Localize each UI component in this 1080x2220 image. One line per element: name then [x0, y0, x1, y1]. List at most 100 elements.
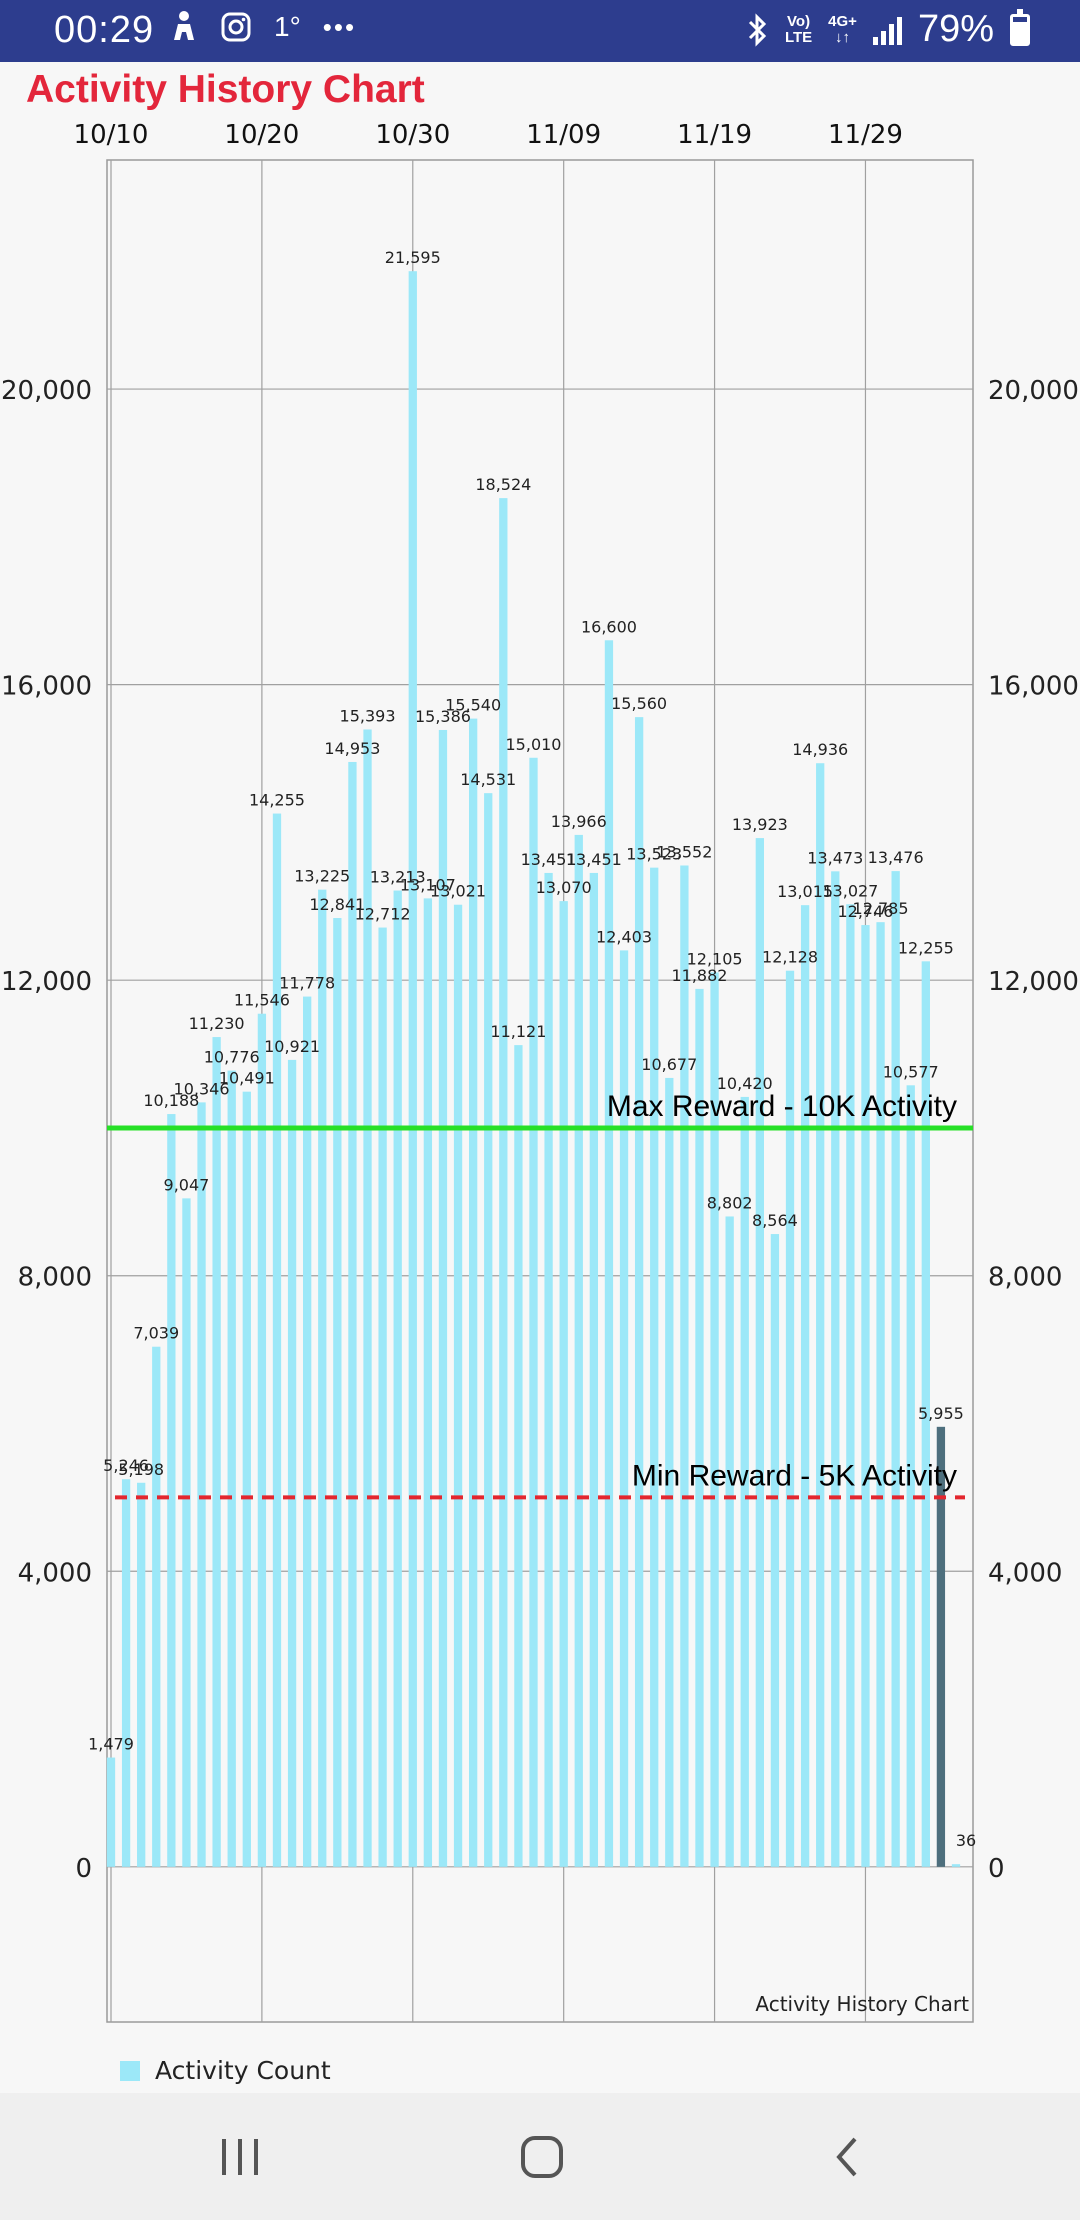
bar-value-label: 13,015	[777, 882, 833, 901]
y-tick-label-right: 20,000	[988, 376, 1079, 406]
bar-value-label: 13,451	[521, 850, 577, 869]
bar-value-label: 15,560	[611, 694, 667, 713]
y-tick-label-right: 16,000	[988, 672, 1079, 702]
battery-icon	[1010, 8, 1030, 46]
bar-value-label: 5,246	[103, 1456, 149, 1475]
bar	[468, 718, 478, 1867]
x-tick-label: 11/09	[526, 120, 601, 150]
bar	[212, 1037, 221, 1867]
bar-value-label: 13,923	[732, 815, 788, 834]
bar-value-label: 12,128	[762, 948, 818, 967]
bar	[393, 890, 402, 1867]
bar-value-label: 10,346	[174, 1079, 230, 1098]
limit-line-label: Min Reward - 5K Activity	[632, 1459, 957, 1492]
bar-value-label: 15,540	[445, 696, 501, 715]
bar-value-label: 13,523	[626, 845, 682, 864]
bar-value-label: 18,524	[475, 475, 531, 494]
bar-value-label: 21,595	[385, 248, 441, 267]
chart-title: Activity History Chart	[26, 68, 425, 111]
bar	[755, 838, 764, 1867]
system-status-icons: Vo) LTE 4G+ ↓↑ 79%	[747, 8, 1030, 51]
instagram-icon	[221, 12, 251, 42]
bar-value-label: 13,552	[656, 842, 712, 861]
bars	[106, 271, 961, 1867]
bar	[121, 1479, 131, 1867]
plot-frame	[106, 159, 974, 2023]
bar-value-label: 9,047	[164, 1175, 210, 1194]
bar-value-label: 13,027	[822, 881, 878, 900]
bar-value-label: 5,198	[118, 1460, 164, 1479]
y-tick-label-right: 4,000	[988, 1558, 1062, 1588]
legend: Activity Count	[120, 2056, 331, 2085]
recents-button[interactable]	[140, 2093, 340, 2220]
bar	[559, 901, 568, 1867]
limit-lines: Max Reward - 10K Activity Min Reward - 5K…	[107, 1090, 973, 1500]
bar-value-label: 13,070	[536, 878, 592, 897]
bar	[363, 729, 372, 1867]
bar-value-label: 12,841	[309, 895, 365, 914]
bar-value-label: 12,255	[898, 938, 954, 957]
y-tick-label-left: 0	[75, 1854, 92, 1884]
bar-value-label: 5,955	[918, 1404, 964, 1423]
bar	[891, 871, 900, 1867]
signal-icon	[872, 15, 902, 45]
bar-value-label: 11,778	[279, 974, 335, 993]
bar	[574, 834, 583, 1867]
bar	[604, 640, 614, 1867]
x-tick-label: 11/29	[828, 120, 903, 150]
bar-value-label: 15,010	[506, 735, 562, 754]
bar	[106, 1757, 116, 1867]
home-icon	[521, 2135, 563, 2178]
status-time: 00:29	[54, 9, 155, 51]
bar-value-label: 13,966	[551, 812, 607, 831]
limit-line-label: Max Reward - 10K Activity	[607, 1090, 957, 1123]
bar	[619, 950, 629, 1867]
bar	[695, 988, 704, 1867]
bar	[710, 972, 719, 1867]
bar-value-label: 15,393	[340, 706, 396, 725]
bar	[227, 1070, 236, 1867]
navigation-bar	[0, 2093, 1080, 2220]
home-button[interactable]	[442, 2093, 642, 2220]
bar-value-label: 12,105	[687, 949, 743, 968]
x-tick-label: 10/20	[224, 120, 299, 150]
bar-value-label: 13,225	[294, 867, 350, 886]
bar-value-label: 14,953	[324, 739, 380, 758]
bar	[348, 761, 357, 1867]
bar	[484, 793, 493, 1867]
bar	[272, 813, 282, 1867]
back-icon	[836, 2137, 857, 2176]
bar	[951, 1864, 961, 1867]
recents-icon	[222, 2138, 258, 2175]
y-tick-label-right: 8,000	[988, 1263, 1062, 1293]
bar	[514, 1045, 523, 1867]
person-icon	[174, 11, 194, 40]
bar-value-label: 8,802	[707, 1193, 753, 1212]
volte-icon: Vo) LTE	[784, 12, 813, 46]
bar	[333, 918, 342, 1867]
bar	[182, 1198, 191, 1867]
bar-value-label: 7,039	[133, 1324, 179, 1343]
bar	[152, 1346, 161, 1867]
notification-icons: 1° •••	[170, 10, 356, 44]
back-button[interactable]	[746, 2093, 946, 2220]
bar-value-label: 14,936	[792, 740, 848, 759]
bar-value-label: 11,230	[189, 1014, 245, 1033]
bar	[378, 927, 387, 1867]
bar-value-label: 14,255	[249, 791, 305, 810]
legend-swatch	[120, 2061, 140, 2081]
bar-value-label: 36	[956, 1831, 976, 1850]
bar	[257, 1013, 267, 1867]
x-tick-label: 10/30	[375, 120, 450, 150]
bar	[921, 961, 930, 1867]
legend-label: Activity Count	[155, 2056, 331, 2085]
bar	[438, 729, 448, 1867]
bar	[846, 904, 855, 1867]
bar	[242, 1091, 251, 1867]
y-tick-label-left: 4,000	[18, 1558, 92, 1588]
bar-value-label: 11,121	[490, 1022, 546, 1041]
bar-value-label: 13,107	[400, 875, 456, 894]
x-tick-label: 11/19	[677, 120, 752, 150]
